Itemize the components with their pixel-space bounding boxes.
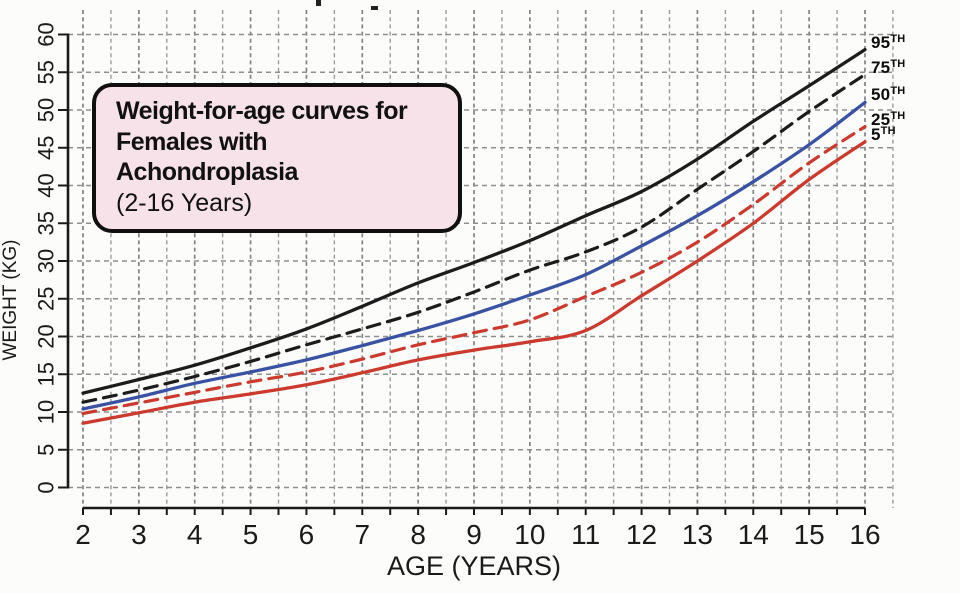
y-tick-label: 60	[34, 22, 59, 46]
percentile-number: 95	[871, 32, 891, 52]
y-tick-label: 55	[34, 60, 59, 84]
x-tick-label: 10	[514, 519, 545, 550]
chart-title-box: Weight-for-age curves for Females with A…	[92, 83, 462, 233]
scan-artifact	[316, 0, 321, 6]
chart-title-line1: Weight-for-age curves for	[116, 97, 408, 125]
percentile-number: 5	[871, 124, 881, 144]
x-tick-label: 5	[243, 519, 259, 550]
curve-75th-percentile	[81, 72, 867, 404]
chart-title-line3: (2-16 Years)	[116, 188, 253, 217]
y-tick-label: 20	[34, 324, 59, 348]
percentile-suffix: TH	[890, 109, 906, 122]
x-tick-label: 16	[849, 519, 880, 550]
curve-50th-percentile	[81, 100, 867, 411]
y-tick-label: 50	[34, 98, 59, 122]
x-tick-label: 14	[738, 519, 769, 550]
x-tick-label: 8	[410, 519, 426, 550]
y-tick-label: 5	[34, 444, 59, 456]
curve-25th-percentile	[81, 125, 867, 416]
x-tick-label: 11	[571, 519, 600, 550]
x-tick-label: 12	[626, 519, 657, 550]
x-tick-label: 2	[75, 519, 91, 550]
percentile-label-75th: 75TH	[871, 58, 905, 78]
y-tick-label: 0	[34, 481, 59, 493]
percentile-suffix: TH	[890, 32, 906, 45]
y-tick-label: 35	[34, 211, 59, 235]
curve-5th-percentile	[81, 140, 867, 425]
y-tick-label: 45	[34, 136, 59, 160]
scan-artifact	[371, 6, 378, 10]
y-axis-title: WEIGHT (KG)	[0, 239, 21, 361]
x-axis-title: AGE (YEARS)	[386, 551, 562, 581]
x-tick-label: 9	[466, 519, 482, 550]
x-tick-label: 15	[794, 519, 825, 550]
percentile-label-50th: 50TH	[871, 85, 905, 105]
percentile-label-5th: 5TH	[871, 125, 896, 145]
percentile-number: 75	[871, 57, 891, 77]
chart-title-line2: Females with Achondroplasia	[116, 127, 298, 187]
percentile-label-25th: 25TH	[871, 110, 905, 130]
x-tick-label: 13	[682, 519, 713, 550]
y-tick-label: 15	[34, 362, 59, 386]
percentile-number: 25	[871, 109, 891, 129]
percentile-label-95th: 95TH	[871, 33, 905, 53]
y-tick-label: 25	[34, 287, 59, 311]
x-tick-label: 7	[354, 519, 370, 550]
x-tick-label: 3	[131, 519, 147, 550]
percentile-suffix: TH	[890, 85, 906, 98]
curve-95th-percentile	[81, 47, 867, 395]
y-tick-label: 40	[34, 173, 59, 197]
x-tick-label: 6	[299, 519, 315, 550]
percentile-suffix: TH	[890, 57, 906, 70]
percentile-suffix: TH	[880, 124, 896, 137]
y-tick-label: 10	[34, 400, 59, 424]
x-tick-label: 4	[187, 519, 203, 550]
percentile-number: 50	[871, 85, 891, 105]
y-tick-label: 30	[34, 249, 59, 273]
